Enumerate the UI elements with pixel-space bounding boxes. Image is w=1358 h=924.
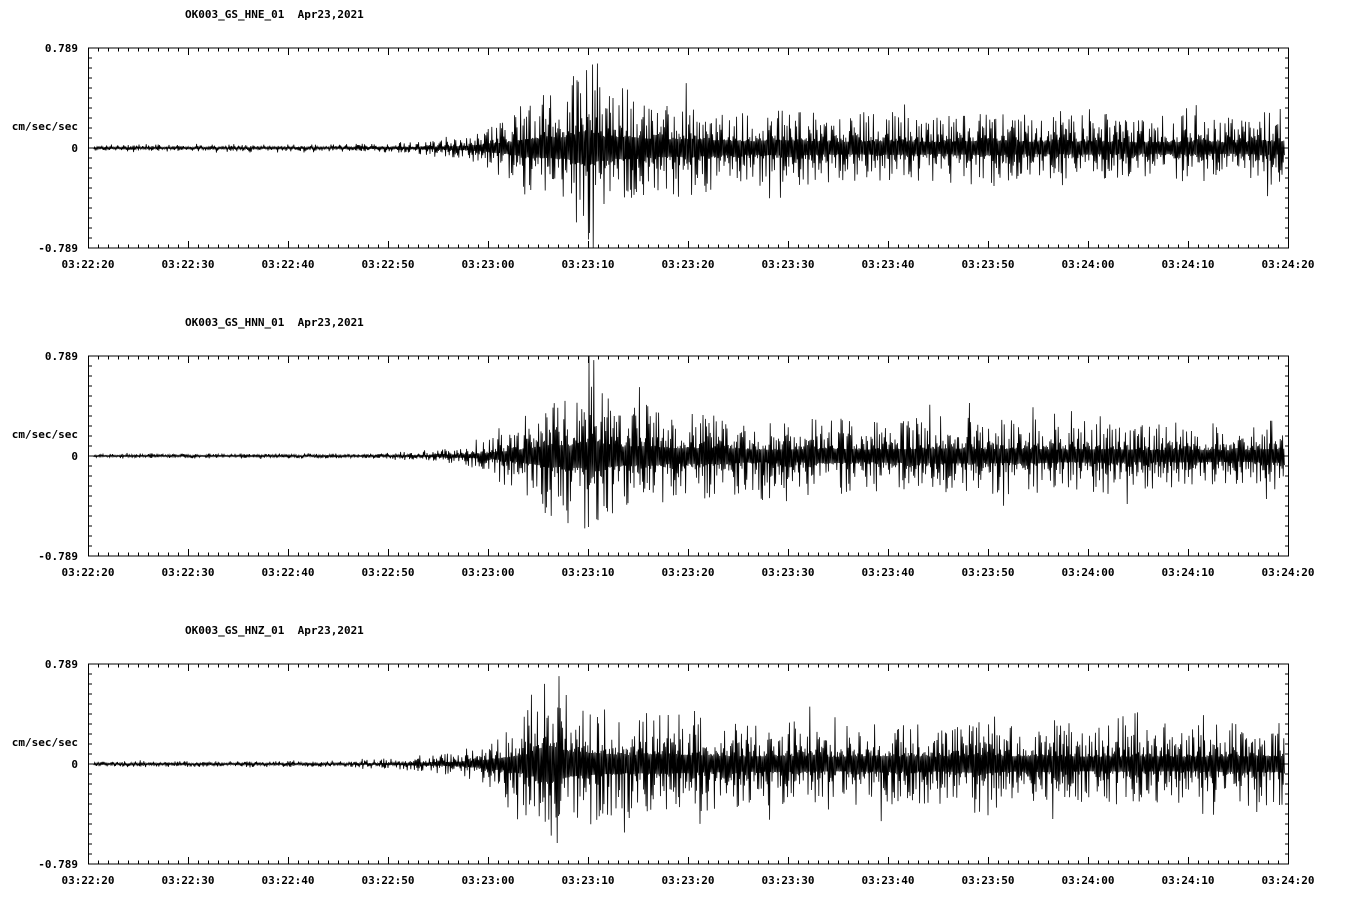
x-tick-label: 03:23:20 — [661, 874, 715, 887]
x-tick-label: 03:22:50 — [361, 566, 415, 579]
x-tick-label: 03:24:20 — [1261, 566, 1315, 579]
x-tick-label: 03:24:00 — [1061, 874, 1115, 887]
x-tick-label: 03:22:30 — [161, 874, 215, 887]
y-min-tick-label: -0.789 — [38, 550, 78, 563]
x-tick-label: 03:22:50 — [361, 258, 415, 271]
x-tick-label: 03:24:10 — [1161, 566, 1215, 579]
x-tick-label: 03:24:20 — [1261, 258, 1315, 271]
waveform-plot — [88, 663, 1289, 865]
x-tick-label: 03:24:10 — [1161, 874, 1215, 887]
x-tick-label: 03:24:00 — [1061, 566, 1115, 579]
x-tick-label: 03:22:20 — [61, 874, 115, 887]
waveform-plot — [88, 47, 1289, 249]
x-tick-label: 03:22:50 — [361, 874, 415, 887]
x-tick-label: 03:22:20 — [61, 566, 115, 579]
x-tick-label: 03:22:30 — [161, 258, 215, 271]
y-max-tick-label: 0.789 — [44, 350, 78, 363]
x-tick-label: 03:23:50 — [961, 258, 1015, 271]
x-axis-labels: 03:22:20 03:22:30 03:22:40 03:22:50 03:23:00… — [0, 874, 1358, 890]
y-zero-tick-label: 0 — [71, 450, 78, 463]
y-axis-unit-label: cm/sec/sec — [11, 120, 78, 133]
y-max-tick-label: 0.789 — [44, 658, 78, 671]
x-tick-label: 03:23:40 — [861, 874, 915, 887]
trace-title: OK003_GS_HNN_01 Apr23,2021 — [185, 316, 364, 329]
x-tick-label: 03:23:30 — [761, 566, 815, 579]
x-tick-label: 03:23:30 — [761, 258, 815, 271]
x-axis-labels: 03:22:20 03:22:30 03:22:40 03:22:50 03:23:00… — [0, 258, 1358, 274]
x-tick-label: 03:23:10 — [561, 258, 615, 271]
x-tick-label: 03:23:00 — [461, 566, 515, 579]
x-tick-label: 03:23:30 — [761, 874, 815, 887]
x-tick-label: 03:23:50 — [961, 566, 1015, 579]
x-tick-label: 03:22:40 — [261, 566, 315, 579]
x-tick-label: 03:24:00 — [1061, 258, 1115, 271]
y-axis-unit-label: cm/sec/sec — [11, 736, 78, 749]
x-tick-label: 03:22:40 — [261, 874, 315, 887]
x-tick-label: 03:23:10 — [561, 874, 615, 887]
x-tick-label: 03:22:40 — [261, 258, 315, 271]
seismogram-panel-hnn: OK003_GS_HNN_01 Apr23,2021 0.789 cm/sec/… — [0, 308, 1358, 616]
x-tick-label: 03:23:20 — [661, 258, 715, 271]
seismogram-panel-hnz: OK003_GS_HNZ_01 Apr23,2021 0.789 cm/sec/… — [0, 616, 1358, 924]
y-min-tick-label: -0.789 — [38, 858, 78, 871]
x-tick-label: 03:22:30 — [161, 566, 215, 579]
y-max-tick-label: 0.789 — [44, 42, 78, 55]
x-tick-label: 03:23:00 — [461, 258, 515, 271]
x-tick-label: 03:23:40 — [861, 258, 915, 271]
x-tick-label: 03:23:00 — [461, 874, 515, 887]
seismogram-panel-hne: OK003_GS_HNE_01 Apr23,2021 0.789 cm/sec/… — [0, 0, 1358, 308]
x-tick-label: 03:23:20 — [661, 566, 715, 579]
x-tick-label: 03:23:10 — [561, 566, 615, 579]
x-tick-label: 03:24:10 — [1161, 258, 1215, 271]
y-zero-tick-label: 0 — [71, 758, 78, 771]
x-tick-label: 03:23:40 — [861, 566, 915, 579]
x-axis-labels: 03:22:20 03:22:30 03:22:40 03:22:50 03:23:00… — [0, 566, 1358, 582]
y-axis-unit-label: cm/sec/sec — [11, 428, 78, 441]
waveform-plot — [88, 355, 1289, 557]
y-zero-tick-label: 0 — [71, 142, 78, 155]
x-tick-label: 03:24:20 — [1261, 874, 1315, 887]
trace-title: OK003_GS_HNE_01 Apr23,2021 — [185, 8, 364, 21]
x-tick-label: 03:22:20 — [61, 258, 115, 271]
y-min-tick-label: -0.789 — [38, 242, 78, 255]
x-tick-label: 03:23:50 — [961, 874, 1015, 887]
trace-title: OK003_GS_HNZ_01 Apr23,2021 — [185, 624, 364, 637]
